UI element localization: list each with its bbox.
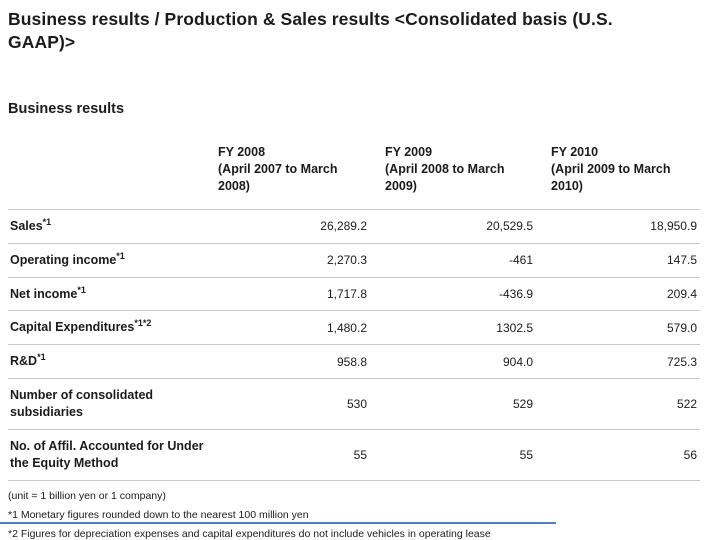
- header-empty-cell: [8, 144, 218, 210]
- cell-operating-income-fy2010: 147.5: [666, 253, 697, 268]
- row-label-text: Sales: [10, 218, 43, 233]
- footnote-marker: *1*2: [134, 318, 152, 329]
- table-row-consolidated-subsidiaries: Number of consolidated subsidiaries 530 …: [8, 379, 700, 430]
- cell-operating-income-fy2009: -461: [508, 253, 533, 268]
- fy-period: (April 2007 to March 2008): [218, 162, 338, 193]
- footnote-2: *2 Figures for depreciation expenses and…: [8, 527, 491, 540]
- cell-capital-expenditures-fy2009: 1302.5: [496, 320, 533, 335]
- cell-capital-expenditures-fy2010: 579.0: [666, 320, 697, 335]
- cell-rd-fy2009: 904.0: [502, 354, 533, 369]
- cell-equity-method-affiliates-fy2008: 55: [353, 447, 367, 462]
- cell-consolidated-subsidiaries-fy2010: 522: [676, 397, 697, 412]
- footnote-marker: *1: [37, 352, 46, 363]
- table-row-net-income: Net income*1 1,717.8 -436.9 209.4: [8, 277, 700, 311]
- column-header-fy2009: FY 2009 (April 2008 to March 2009): [370, 144, 536, 210]
- cell-equity-method-affiliates-fy2010: 56: [683, 447, 697, 462]
- section-heading: Business results: [8, 101, 125, 118]
- cell-rd-fy2008: 958.8: [336, 354, 367, 369]
- footnotes: (unit = 1 billion yen or 1 company) *1 M…: [8, 487, 712, 540]
- fy-period: (April 2008 to March 2009): [385, 162, 505, 193]
- page-title: Business results / Production & Sales re…: [8, 9, 613, 53]
- unit-note: (unit = 1 billion yen or 1 company): [8, 489, 166, 502]
- fy-label: FY 2008: [218, 145, 266, 160]
- row-label-text: Operating income: [10, 252, 117, 267]
- fy-label: FY 2009: [385, 145, 433, 160]
- bottom-accent-line: [0, 522, 556, 524]
- fy-period: (April 2009 to March 2010): [551, 162, 671, 193]
- fy-label: FY 2010: [551, 145, 599, 160]
- row-label-consolidated-subsidiaries: Number of consolidated subsidiaries: [8, 379, 218, 430]
- cell-sales-fy2008: 26,289.2: [320, 219, 367, 234]
- cell-sales-fy2009: 20,529.5: [486, 219, 533, 234]
- footnote-1: *1 Monetary figures rounded down to the …: [8, 508, 309, 521]
- row-label-net-income: Net income*1: [8, 277, 218, 311]
- row-label-rd: R&D*1: [8, 345, 218, 379]
- row-label-equity-method-affiliates: No. of Affil. Accounted for Under the Eq…: [8, 429, 218, 480]
- row-label-text: No. of Affil. Accounted for Under the Eq…: [10, 438, 204, 470]
- column-header-fy2008: FY 2008 (April 2007 to March 2008): [218, 144, 370, 210]
- row-label-sales: Sales*1: [8, 209, 218, 243]
- cell-net-income-fy2009: -436.9: [498, 287, 533, 301]
- table-row-rd: R&D*1 958.8 904.0 725.3: [8, 345, 700, 379]
- cell-rd-fy2010: 725.3: [666, 354, 697, 369]
- cell-operating-income-fy2008: 2,270.3: [326, 253, 367, 268]
- cell-capital-expenditures-fy2008: 1,480.2: [326, 320, 367, 335]
- cell-net-income-fy2008: 1,717.8: [326, 287, 367, 301]
- cell-consolidated-subsidiaries-fy2008: 530: [346, 397, 367, 412]
- row-label-capital-expenditures: Capital Expenditures*1*2: [8, 311, 218, 345]
- business-results-table: FY 2008 (April 2007 to March 2008) FY 20…: [8, 144, 700, 481]
- table-row-equity-method-affiliates: No. of Affil. Accounted for Under the Eq…: [8, 429, 700, 481]
- cell-consolidated-subsidiaries-fy2009: 529: [512, 397, 533, 412]
- table-header-row: FY 2008 (April 2007 to March 2008) FY 20…: [8, 144, 700, 210]
- row-label-operating-income: Operating income*1: [8, 243, 218, 277]
- footnote-marker: *1: [42, 216, 52, 227]
- footnote-marker: *1: [116, 250, 125, 261]
- row-label-text: Net income: [10, 286, 78, 301]
- table-row-sales: Sales*1 26,289.2 20,529.5 18,950.9: [8, 209, 700, 244]
- cell-sales-fy2010: 18,950.9: [650, 219, 697, 234]
- footnote-marker: *1: [77, 284, 86, 295]
- cell-net-income-fy2010: 209.4: [666, 287, 697, 301]
- column-header-fy2010: FY 2010 (April 2009 to March 2010): [536, 144, 700, 210]
- table-row-operating-income: Operating income*1 2,270.3 -461 147.5: [8, 243, 700, 278]
- table-row-capital-expenditures: Capital Expenditures*1*2 1,480.2 1302.5 …: [8, 311, 700, 345]
- row-label-text: Number of consolidated subsidiaries: [10, 388, 154, 420]
- row-label-text: R&D: [10, 354, 38, 369]
- cell-equity-method-affiliates-fy2009: 55: [519, 447, 533, 462]
- row-label-text: Capital Expenditures: [10, 320, 135, 335]
